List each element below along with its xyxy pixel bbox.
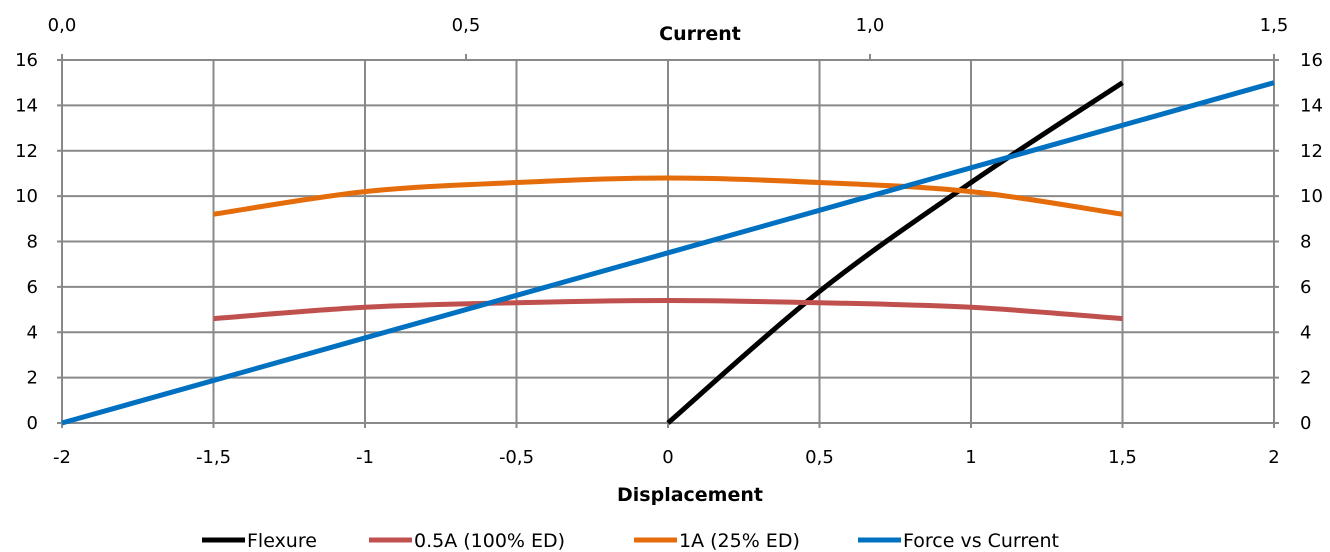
y2-tick-label: 14 (1300, 95, 1323, 116)
y2-tick-label: 4 (1300, 322, 1311, 343)
y-tick-label: 2 (27, 368, 38, 389)
top-tick-label: 1,5 (1260, 15, 1289, 36)
y-tick-label: 16 (15, 50, 38, 71)
legend-label-1a-25-ed: 1A (25% ED) (679, 530, 800, 552)
y2-tick-label: 0 (1300, 413, 1311, 434)
right-axis-ticks: 0 2 4 6 8 10 12 14 16 (1300, 50, 1323, 434)
y-tick-label: 6 (27, 277, 38, 298)
top-axis-ticks: 0,0 0,5 1,0 1,5 (48, 15, 1289, 36)
y-tick-label: 12 (15, 141, 38, 162)
series-line-1a-25-ed (213, 175, 1123, 217)
series-line-force-vs-current (61, 80, 1275, 426)
legend: Flexure 0.5A (100% ED) 1A (25% ED) Force vs… (202, 530, 1059, 552)
series-line-0-5a-100-ed (213, 297, 1123, 322)
y2-tick-label: 12 (1300, 141, 1323, 162)
x-tick-label: 0,5 (805, 447, 834, 468)
series-line-flexure (666, 80, 1124, 425)
x-tick-label: 0 (662, 447, 673, 468)
series-lines (61, 80, 1275, 426)
x-tick-label: 1 (965, 447, 976, 468)
y2-tick-label: 6 (1300, 277, 1311, 298)
top-tick-label: 1,0 (856, 15, 885, 36)
x-tick-label: -1 (356, 447, 374, 468)
legend-label-force-vs-current: Force vs Current (903, 530, 1059, 552)
legend-label-flexure: Flexure (247, 530, 317, 552)
bottom-axis-ticks: -2 -1,5 -1 -0,5 0 0,5 1 1,5 2 (53, 447, 1280, 468)
y-tick-label: 0 (27, 413, 38, 434)
x-tick-label: 1,5 (1108, 447, 1137, 468)
top-tick-label: 0,5 (452, 15, 481, 36)
legend-label-0-5a-100-ed: 0.5A (100% ED) (414, 530, 565, 552)
y-tick-label: 4 (27, 322, 38, 343)
y2-tick-label: 16 (1300, 50, 1323, 71)
y2-tick-label: 8 (1300, 232, 1311, 253)
grid (57, 54, 1279, 428)
top-axis-title: Current (659, 23, 741, 45)
x-tick-label: -1,5 (196, 447, 231, 468)
y-tick-label: 8 (27, 232, 38, 253)
x-tick-label: -0,5 (499, 447, 534, 468)
y2-tick-label: 10 (1300, 186, 1323, 207)
left-axis-ticks: 0 2 4 6 8 10 12 14 16 (15, 50, 38, 434)
x-tick-label: 2 (1268, 447, 1279, 468)
top-tick-label: 0,0 (48, 15, 77, 36)
x-axis-title: Displacement (617, 484, 763, 506)
y-tick-label: 14 (15, 95, 38, 116)
y-tick-label: 10 (15, 186, 38, 207)
x-tick-label: -2 (53, 447, 71, 468)
y2-tick-label: 2 (1300, 368, 1311, 389)
